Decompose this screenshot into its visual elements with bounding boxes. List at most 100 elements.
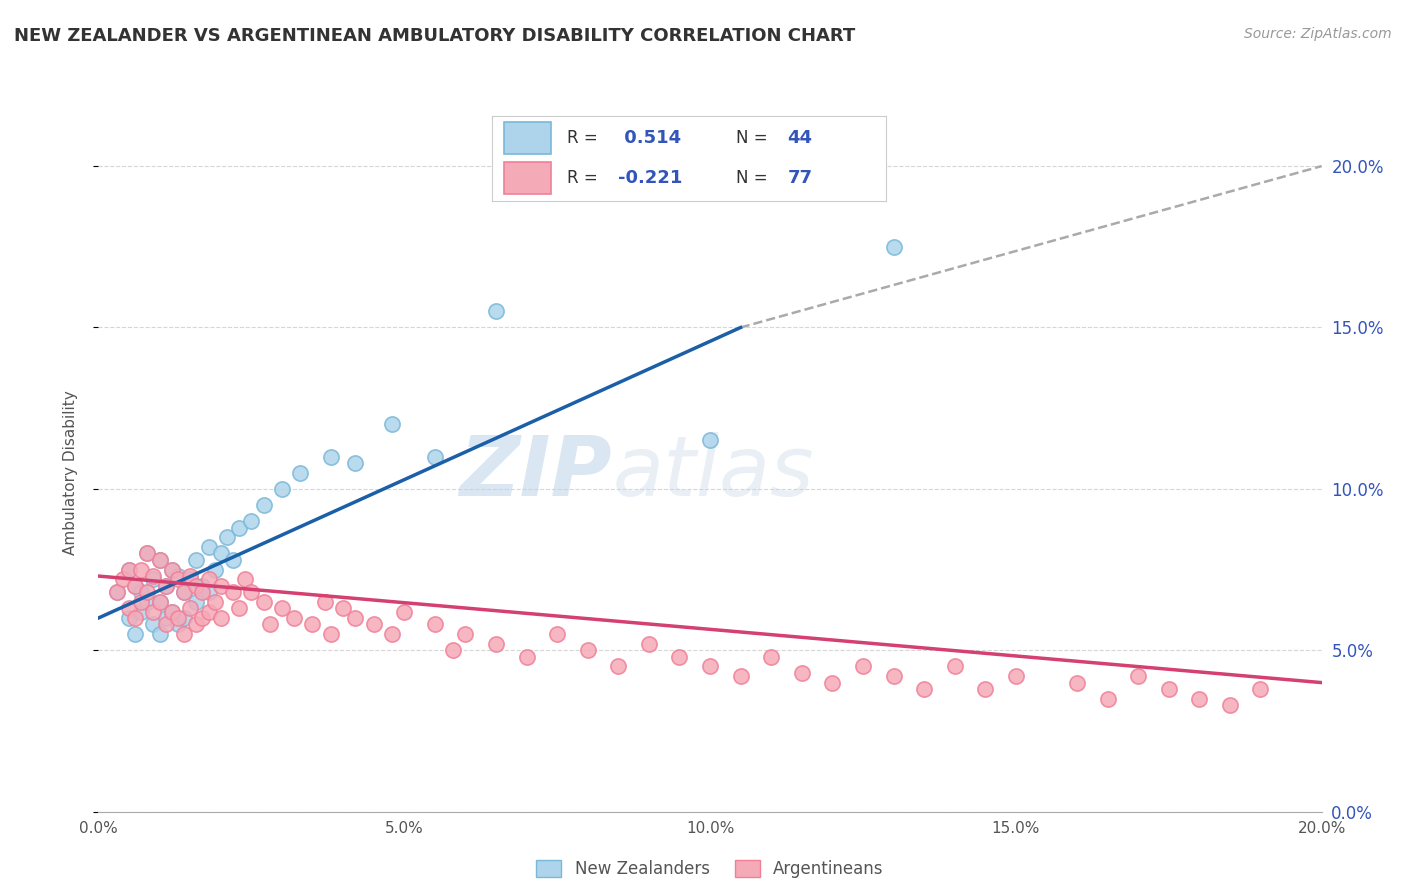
Point (381, 417, 404, 432)
Text: NEW ZEALANDER VS ARGENTINEAN AMBULATORY DISABILITY CORRELATION CHART: NEW ZEALANDER VS ARGENTINEAN AMBULATORY … (14, 27, 855, 45)
Point (167, 572, 190, 586)
Point (197, 572, 219, 586)
Text: atlas: atlas (612, 433, 814, 513)
Point (730, 669, 752, 683)
Point (167, 617, 190, 632)
Point (270, 482, 292, 496)
Point (136, 546, 159, 560)
Text: N =: N = (737, 169, 768, 186)
Point (290, 466, 312, 480)
Point (129, 595, 152, 609)
Point (222, 585, 245, 599)
Point (155, 579, 177, 593)
Point (759, 649, 782, 664)
Point (142, 617, 165, 632)
Point (197, 585, 219, 599)
Point (142, 569, 165, 583)
Point (699, 659, 721, 673)
Point (319, 627, 342, 641)
Point (136, 585, 159, 599)
Point (191, 579, 214, 593)
Point (209, 546, 232, 560)
Point (228, 601, 250, 615)
Point (173, 585, 195, 599)
Point (852, 659, 875, 673)
Point (454, 627, 477, 641)
Point (252, 498, 274, 512)
Point (155, 617, 177, 632)
Point (381, 627, 404, 641)
Point (186, 595, 208, 609)
Point (485, 304, 508, 318)
Point (149, 627, 172, 641)
Point (516, 649, 538, 664)
Point (160, 605, 183, 619)
Text: R =: R = (567, 129, 598, 147)
Point (124, 579, 146, 593)
Point (173, 611, 195, 625)
Point (136, 595, 159, 609)
Point (186, 553, 208, 567)
Legend: New Zealanders, Argentineans: New Zealanders, Argentineans (530, 854, 890, 885)
Point (240, 514, 263, 528)
Point (1097, 691, 1119, 706)
Point (179, 572, 201, 586)
Point (179, 601, 201, 615)
Point (1004, 669, 1026, 683)
Point (252, 595, 274, 609)
Point (149, 595, 172, 609)
Point (155, 611, 177, 625)
Point (142, 605, 165, 619)
Point (441, 643, 464, 657)
Point (699, 434, 721, 448)
Point (204, 563, 226, 577)
Point (167, 611, 190, 625)
Point (204, 595, 226, 609)
Point (423, 450, 446, 464)
Point (485, 637, 508, 651)
Point (314, 595, 336, 609)
Point (240, 585, 263, 599)
Point (118, 611, 141, 625)
Point (576, 643, 599, 657)
Point (173, 585, 195, 599)
Point (173, 627, 195, 641)
Point (118, 563, 141, 577)
Point (124, 627, 146, 641)
Point (392, 605, 416, 619)
Point (129, 605, 152, 619)
Point (105, 585, 128, 599)
Text: ZIP: ZIP (460, 433, 612, 513)
Point (191, 585, 214, 599)
Point (118, 601, 141, 615)
Text: 0.514: 0.514 (619, 129, 681, 147)
Point (821, 675, 844, 690)
Y-axis label: Ambulatory Disability: Ambulatory Disability (63, 391, 77, 555)
Text: N =: N = (737, 129, 768, 147)
Point (344, 456, 367, 470)
Point (197, 540, 219, 554)
Point (259, 617, 281, 632)
Point (179, 569, 201, 583)
Point (149, 553, 172, 567)
Point (136, 546, 159, 560)
Point (209, 579, 232, 593)
Point (209, 611, 232, 625)
Point (155, 579, 177, 593)
Point (546, 627, 568, 641)
Point (129, 585, 152, 599)
Point (105, 585, 128, 599)
Point (1188, 691, 1211, 706)
Point (301, 617, 323, 632)
Point (142, 572, 165, 586)
Point (790, 665, 813, 680)
Point (228, 521, 250, 535)
Point (974, 681, 997, 696)
Point (215, 530, 238, 544)
FancyBboxPatch shape (503, 122, 551, 154)
Point (283, 611, 305, 625)
Point (186, 617, 208, 632)
Point (363, 617, 385, 632)
Point (319, 450, 342, 464)
Text: -0.221: -0.221 (619, 169, 682, 186)
